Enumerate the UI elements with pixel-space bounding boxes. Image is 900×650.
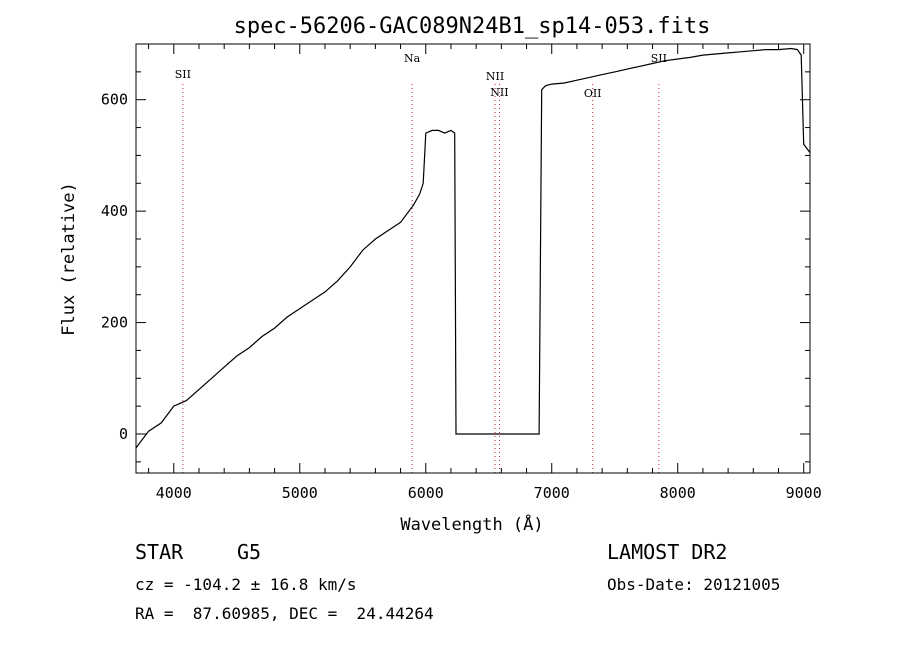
x-tick-label: 5000 <box>282 484 318 502</box>
x-tick-label: 4000 <box>156 484 192 502</box>
coordinates-text: RA = 87.60985, DEC = 24.44264 <box>135 604 434 623</box>
y-tick-label: 400 <box>101 202 128 220</box>
spectral-line-label: NII <box>486 70 504 83</box>
axes: 4000 5000 6000 7000 8000 9000 0 200 400 600 <box>101 43 822 502</box>
x-tick-label: 7000 <box>534 484 570 502</box>
y-axis-label: Flux (relative) <box>59 182 79 336</box>
obs-date-text: Obs-Date: 20121005 <box>607 575 781 594</box>
spectral-line-label: OII <box>584 87 602 100</box>
plot-frame <box>135 43 811 474</box>
x-tick-label: 8000 <box>660 484 696 502</box>
object-type: STAR <box>135 540 184 564</box>
y-tick-label: 200 <box>101 314 128 332</box>
subclass: G5 <box>237 540 262 564</box>
y-tick-label: 0 <box>119 425 128 443</box>
x-axis-label: Wavelength (Å) <box>400 513 543 535</box>
y-tick-label: 600 <box>101 91 128 109</box>
spectral-line-label: SII <box>175 68 191 81</box>
survey-name: LAMOST DR2 <box>607 540 728 564</box>
spectrum-series <box>135 47 811 449</box>
velocity-text: cz = -104.2 ± 16.8 km/s <box>135 575 357 594</box>
x-tick-label: 9000 <box>786 484 822 502</box>
x-tick-label: 6000 <box>408 484 444 502</box>
chart-title: spec-56206-GAC089N24B1_sp14-053.fits <box>234 14 711 39</box>
spectral-line-label: Na <box>404 52 421 65</box>
spectrum-line <box>135 47 811 449</box>
spectral-line-label: NII <box>490 86 508 99</box>
